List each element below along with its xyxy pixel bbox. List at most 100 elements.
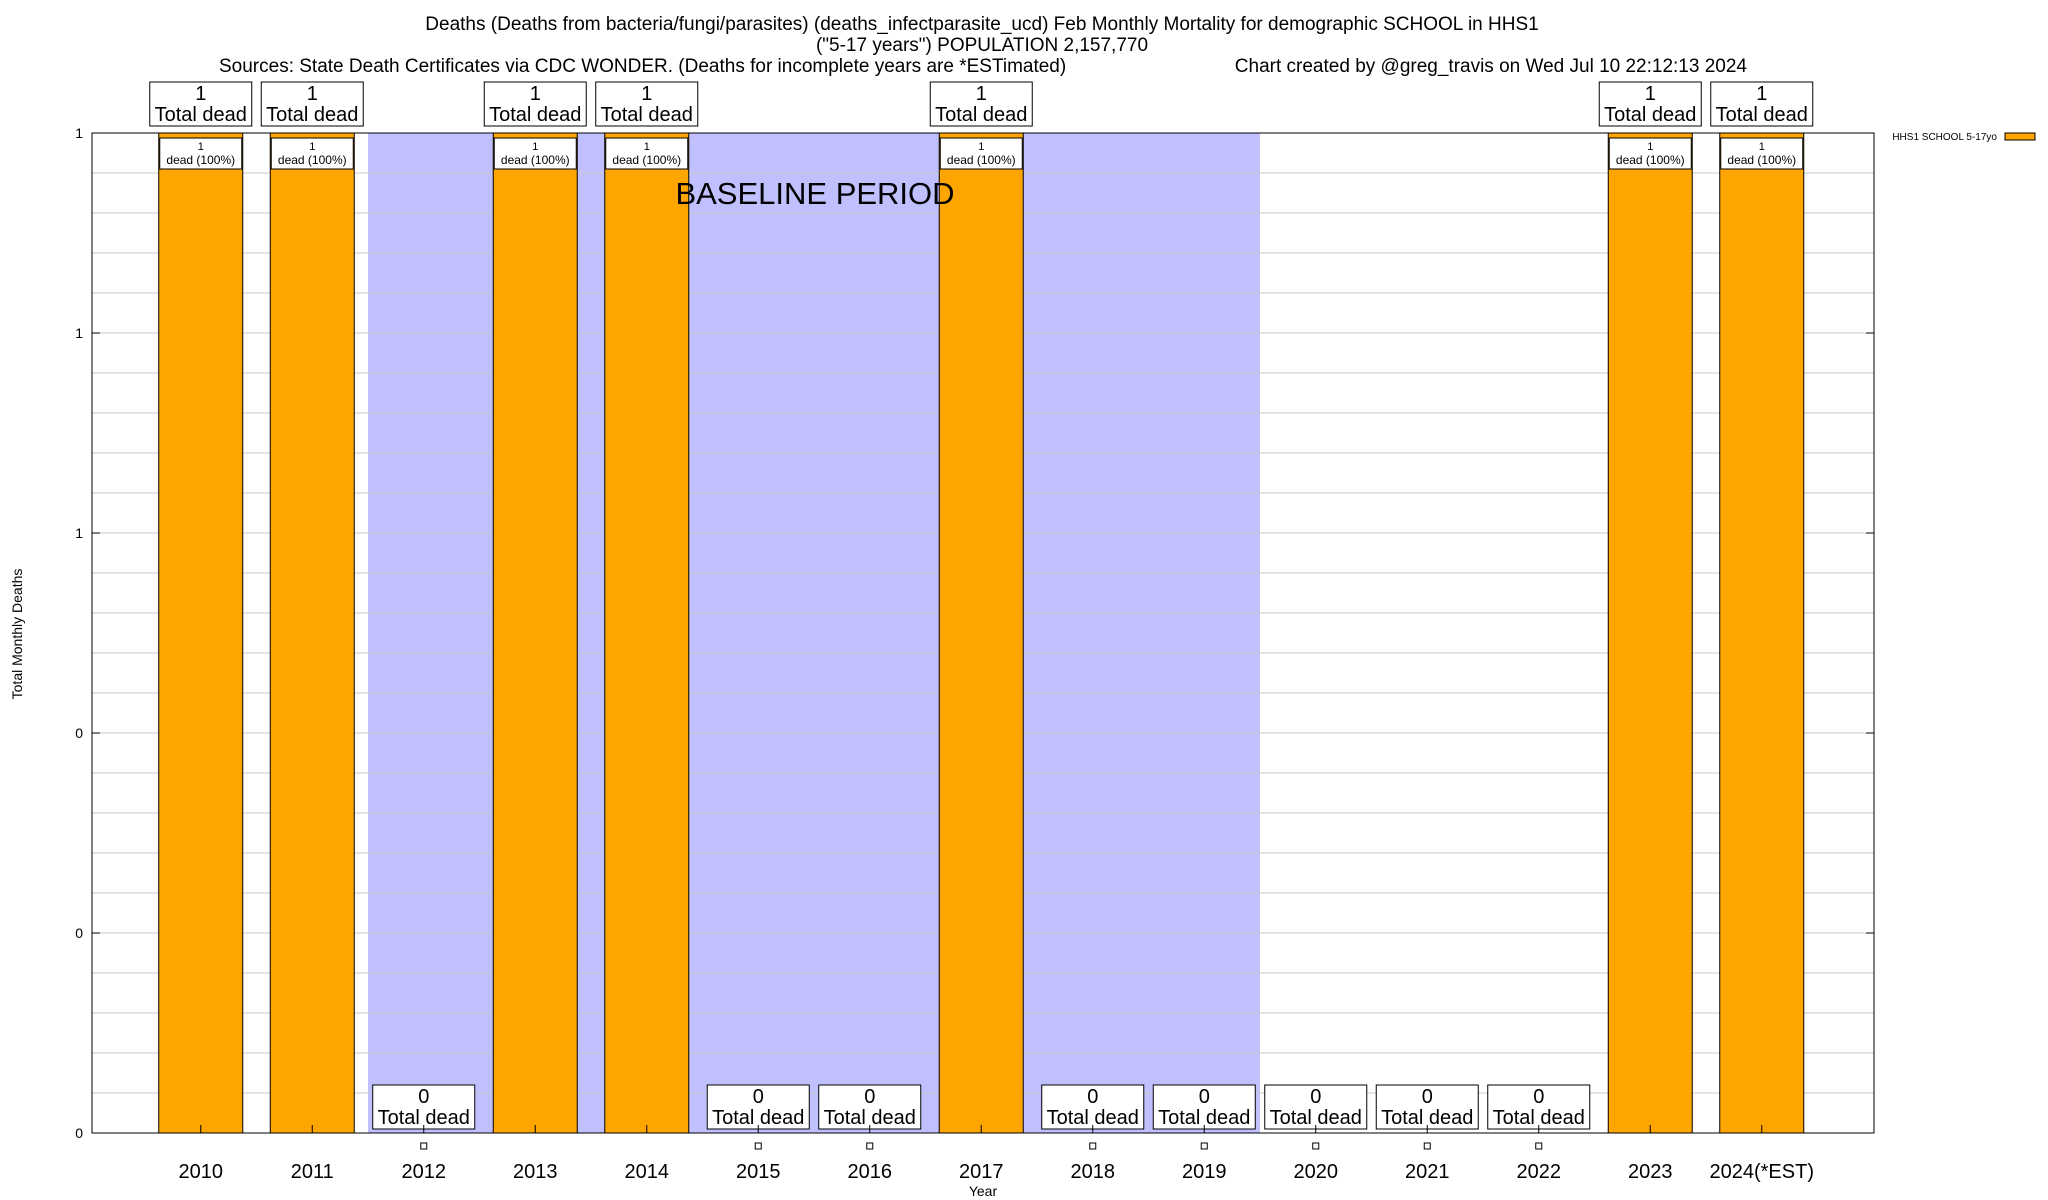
total-label-value: 0: [1310, 1086, 1321, 1108]
segment-label-box: [493, 137, 577, 170]
plot-frame: [91, 132, 1875, 1134]
segment-label-box: [1720, 137, 1804, 170]
legend-label: HHS1 SCHOOL 5-17yo: [1892, 132, 1997, 143]
segment-label-value: 1: [978, 141, 984, 153]
zero-marker: [1312, 1142, 1320, 1150]
total-label-text: Total dead: [824, 1107, 916, 1129]
y-tick-label: 0: [75, 925, 83, 941]
x-axis-title: Year: [969, 1183, 998, 1199]
x-tick-label: 2014: [625, 1161, 670, 1183]
x-tick-label: 2016: [848, 1161, 893, 1183]
total-label-text: Total dead: [1493, 1107, 1585, 1129]
segment-label-value: 1: [1647, 141, 1653, 153]
segment-label-text: dead (100%): [166, 153, 235, 167]
zero-marker: [866, 1142, 874, 1150]
total-label-box: [483, 81, 587, 127]
y-tick-label: 1: [75, 125, 83, 141]
total-label-value: 1: [530, 83, 541, 105]
total-label-box: [818, 1084, 922, 1130]
segment-label-box: [159, 137, 243, 170]
bar: [158, 132, 244, 1134]
total-label-text: Total dead: [601, 104, 693, 126]
total-label-value: 1: [307, 83, 318, 105]
total-label-value: 0: [418, 1086, 429, 1108]
total-label-box: [1264, 1084, 1368, 1130]
x-tick-label: 2017: [959, 1161, 1004, 1183]
total-label-box: [1041, 1084, 1145, 1130]
total-label-value: 0: [1087, 1086, 1098, 1108]
total-label-text: Total dead: [266, 104, 358, 126]
segment-label-text: dead (100%): [1616, 153, 1685, 167]
segment-label-text: dead (100%): [612, 153, 681, 167]
bars-layer: [158, 132, 1805, 1134]
total-label-box: [1710, 81, 1814, 127]
total-label-text: Total dead: [155, 104, 247, 126]
segment-label-box: [270, 137, 354, 170]
segment-label-value: 1: [309, 141, 315, 153]
y-tick-label: 0: [75, 725, 83, 741]
x-tick-label: 2013: [513, 1161, 558, 1183]
segment-label-value: 1: [532, 141, 538, 153]
total-label-box: [372, 1084, 476, 1130]
x-tick-label: 2015: [736, 1161, 781, 1183]
total-label-text: Total dead: [1158, 1107, 1250, 1129]
chart-credit: Chart created by @greg_travis on Wed Jul…: [1235, 56, 1748, 77]
total-label-value: 0: [753, 1086, 764, 1108]
total-label-text: Total dead: [1381, 1107, 1473, 1129]
zero-marker: [1423, 1142, 1431, 1150]
x-tick-label: 2019: [1182, 1161, 1227, 1183]
total-label-value: 0: [1422, 1086, 1433, 1108]
total-label-value: 1: [1645, 83, 1656, 105]
y-tick-label: 1: [75, 525, 83, 541]
x-tick-label: 2024(*EST): [1710, 1161, 1815, 1183]
total-label-value: 0: [1533, 1086, 1544, 1108]
segment-label-value: 1: [644, 141, 650, 153]
zero-marker: [1535, 1142, 1543, 1150]
segment-label-box: [1608, 137, 1692, 170]
zero-marker: [1089, 1142, 1097, 1150]
zero-marker: [1200, 1142, 1208, 1150]
chart-subtitle: ("5-17 years") POPULATION 2,157,770: [816, 35, 1148, 56]
segment-label-text: dead (100%): [947, 153, 1016, 167]
baseline-period-label: BASELINE PERIOD: [675, 176, 954, 211]
total-label-value: 0: [864, 1086, 875, 1108]
x-tick-label: 2023: [1628, 1161, 1673, 1183]
total-label-box: [1598, 81, 1702, 127]
total-label-text: Total dead: [1716, 104, 1808, 126]
x-tick-label: 2021: [1405, 1161, 1450, 1183]
total-label-text: Total dead: [1047, 1107, 1139, 1129]
segment-label-box: [605, 137, 689, 170]
segment-label-text: dead (100%): [278, 153, 347, 167]
segment-label-text: dead (100%): [1727, 153, 1796, 167]
total-label-text: Total dead: [1604, 104, 1696, 126]
bar: [1719, 132, 1805, 1134]
zero-marker: [754, 1142, 762, 1150]
legend: HHS1 SCHOOL 5-17yo: [1892, 132, 2036, 143]
total-label-value: 1: [1756, 83, 1767, 105]
total-label-box: [1375, 1084, 1479, 1130]
bar: [492, 132, 578, 1134]
x-tick-label: 2020: [1294, 1161, 1339, 1183]
x-tick-label: 2011: [291, 1161, 334, 1183]
zero-marker: [420, 1142, 428, 1150]
chart-title: Deaths (Deaths from bacteria/fungi/paras…: [425, 14, 1538, 35]
total-label-value: 1: [976, 83, 987, 105]
total-label-value: 0: [1199, 1086, 1210, 1108]
segment-label-box: [939, 137, 1023, 170]
total-label-box: [929, 81, 1033, 127]
total-label-value: 1: [195, 83, 206, 105]
y-tick-label: 1: [75, 325, 83, 341]
total-label-text: Total dead: [378, 1107, 470, 1129]
total-label-text: Total dead: [712, 1107, 804, 1129]
total-label-box: [260, 81, 364, 127]
total-label-text: Total dead: [1270, 1107, 1362, 1129]
segment-label-value: 1: [1759, 141, 1765, 153]
segment-label-value: 1: [198, 141, 204, 153]
x-tick-label: 2012: [402, 1161, 447, 1183]
total-label-box: [149, 81, 253, 127]
y-axis-title: Total Monthly Deaths: [9, 569, 25, 700]
bar: [1607, 132, 1693, 1134]
total-label-box: [595, 81, 699, 127]
